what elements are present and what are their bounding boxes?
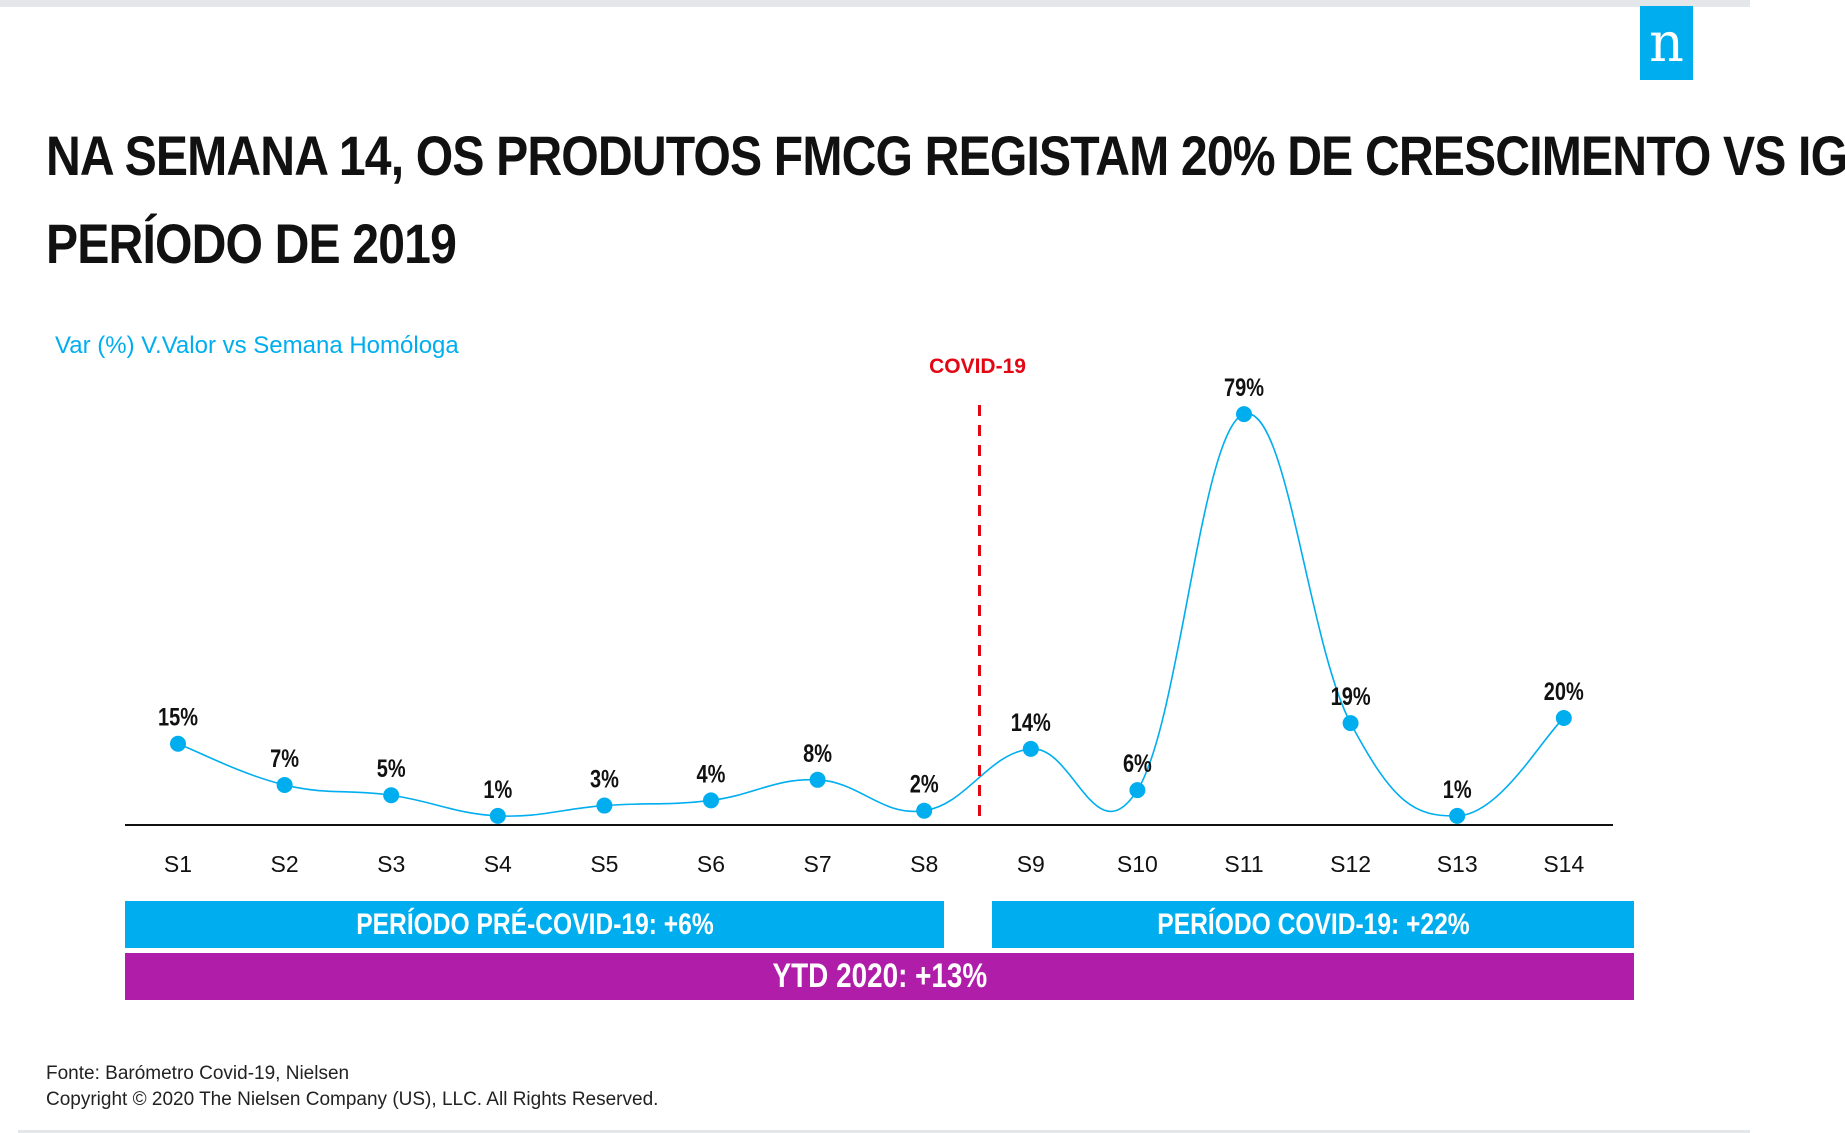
x-tick-label-s5: S5 [590,851,618,877]
data-point-s7 [809,771,826,788]
x-tick-label-s4: S4 [484,851,512,877]
x-tick-label-s6: S6 [697,851,725,877]
x-tick-label-s10: S10 [1117,851,1158,877]
ytd-label: YTD 2020: +13% [772,957,987,995]
footer: Fonte: Barómetro Covid-19, Nielsen Copyr… [46,1061,658,1113]
data-point-s2 [276,776,293,793]
value-label-s4: 1% [483,776,512,804]
data-point-s10 [1129,782,1146,799]
x-tick-label-s7: S7 [804,851,832,877]
value-label-s8: 2% [910,771,939,799]
value-label-s1: 15% [158,704,198,732]
value-label-s3: 5% [377,755,406,783]
x-tick-label-s3: S3 [377,851,405,877]
value-label-s9: 14% [1011,709,1051,737]
data-point-s3 [383,787,400,804]
value-label-s13: 1% [1443,776,1472,804]
x-tick-label-s11: S11 [1224,851,1263,877]
covid-band: PERÍODO COVID-19: +22% [992,901,1634,948]
x-tick-label-s2: S2 [271,851,299,877]
covid-marker-label: COVID-19 [929,355,1026,378]
x-tick-label-s14: S14 [1543,851,1584,877]
x-tick-label-s13: S13 [1437,851,1478,877]
x-tick-label-s1: S1 [164,851,192,877]
value-label-s2: 7% [270,745,299,773]
data-point-s14 [1555,710,1572,726]
data-point-s6 [703,792,719,809]
covid-label: PERÍODO COVID-19: +22% [1156,908,1470,941]
copyright-note: Copyright © 2020 The Nielsen Company (US… [46,1089,659,1110]
nielsen-logo: n [1640,6,1693,80]
data-point-s9 [1022,740,1039,757]
pre-covid-label: PERÍODO PRÉ-COVID-19: +6% [355,908,714,941]
value-label-s6: 4% [697,760,726,788]
data-point-s12 [1342,715,1359,732]
value-label-s10: 6% [1123,750,1152,778]
data-point-s13 [1449,807,1466,824]
x-tick-label-s12: S12 [1330,851,1371,877]
bottom-rule [18,1130,1750,1133]
value-label-s5: 3% [590,765,619,793]
data-point-s11 [1236,406,1252,423]
value-label-s14: 20% [1544,678,1584,706]
title-line-2: PERÍODO DE 2019 [46,212,457,275]
value-label-s11: 79% [1224,374,1264,402]
series-line [177,413,1565,817]
value-label-s7: 8% [803,740,832,768]
pre-covid-band: PERÍODO PRÉ-COVID-19: +6% [125,901,944,948]
chart-subtitle: Var (%) V.Valor vs Semana Homóloga [55,332,459,359]
value-label-s12: 19% [1331,683,1371,711]
data-point-s5 [596,797,613,814]
data-point-s8 [916,802,933,819]
source-note: Fonte: Barómetro Covid-19, Nielsen [46,1063,350,1084]
top-rule [0,0,1750,7]
data-point-s1 [170,735,186,752]
data-point-s4 [489,807,506,824]
x-tick-label-s8: S8 [910,851,938,877]
ytd-band: YTD 2020: +13% [125,953,1634,1000]
x-tick-label-s9: S9 [1017,851,1045,877]
